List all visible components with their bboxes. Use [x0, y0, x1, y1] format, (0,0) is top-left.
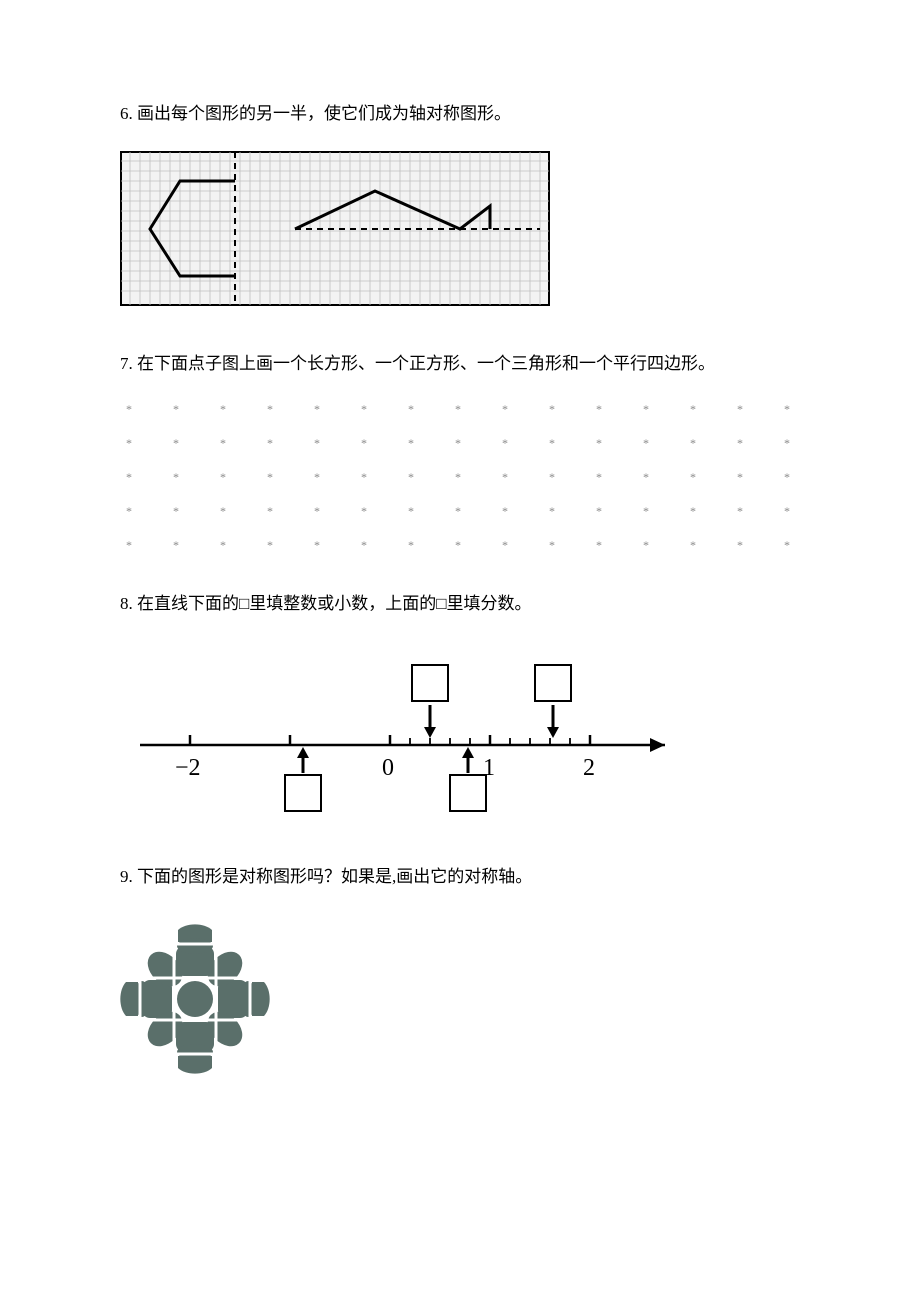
dot: *: [549, 406, 555, 412]
dot: *: [173, 542, 179, 548]
dot: *: [220, 508, 226, 514]
dot: *: [408, 508, 414, 514]
dot: *: [455, 508, 461, 514]
dot: *: [596, 406, 602, 412]
dot: *: [408, 474, 414, 480]
dot: *: [408, 440, 414, 446]
dot: *: [690, 542, 696, 548]
dot: *: [173, 474, 179, 480]
dot: *: [220, 406, 226, 412]
dot: *: [314, 508, 320, 514]
label-neg2: −2: [175, 755, 201, 781]
q8-figure: −2 0 1 2: [120, 645, 800, 823]
dot: *: [549, 508, 555, 514]
dot: *: [784, 406, 790, 412]
dot-row: * * * * * * * * * * * * * * *: [126, 508, 800, 514]
q6-text: 6. 画出每个图形的另一半，使它们成为轴对称图形。: [120, 100, 800, 127]
dot: *: [408, 406, 414, 412]
dot: *: [361, 406, 367, 412]
dot: *: [643, 542, 649, 548]
dot: *: [502, 508, 508, 514]
dot: *: [173, 406, 179, 412]
dot: *: [408, 542, 414, 548]
dot: *: [314, 542, 320, 548]
dot: *: [737, 406, 743, 412]
dot: *: [784, 508, 790, 514]
dot: *: [314, 406, 320, 412]
dot: *: [220, 542, 226, 548]
dot: *: [784, 542, 790, 548]
dot: *: [267, 406, 273, 412]
dot: *: [737, 474, 743, 480]
dot: *: [596, 508, 602, 514]
dot: *: [784, 474, 790, 480]
dot: *: [455, 542, 461, 548]
dot-row: * * * * * * * * * * * * * * *: [126, 440, 800, 446]
dot: *: [126, 440, 132, 446]
dot: *: [267, 440, 273, 446]
dot-row: * * * * * * * * * * * * * * *: [126, 406, 800, 412]
dot: *: [126, 508, 132, 514]
q7-dot-grid: ****************************************…: [120, 406, 800, 548]
dot: *: [314, 474, 320, 480]
dot: *: [643, 474, 649, 480]
dot: *: [643, 406, 649, 412]
dot: *: [784, 440, 790, 446]
dot: *: [126, 474, 132, 480]
dot: *: [267, 474, 273, 480]
dot: *: [361, 508, 367, 514]
dot: *: [220, 440, 226, 446]
dot: *: [690, 406, 696, 412]
dot: *: [690, 440, 696, 446]
dot: *: [502, 440, 508, 446]
dot: *: [455, 406, 461, 412]
q9-text: 9. 下面的图形是对称图形吗？如果是,画出它的对称轴。: [120, 863, 800, 890]
dot: *: [455, 440, 461, 446]
dot: *: [126, 542, 132, 548]
label-0: 0: [382, 755, 394, 781]
dot: *: [596, 542, 602, 548]
dot: *: [267, 508, 273, 514]
dot: *: [502, 542, 508, 548]
dot: *: [596, 474, 602, 480]
dot: *: [173, 440, 179, 446]
dot: *: [549, 440, 555, 446]
dot: *: [737, 542, 743, 548]
q9-figure: [120, 924, 800, 1082]
dot: *: [267, 542, 273, 548]
dot: *: [361, 474, 367, 480]
label-1: 1: [483, 755, 495, 781]
dot: *: [314, 440, 320, 446]
dot: *: [361, 440, 367, 446]
dot: *: [690, 474, 696, 480]
dot: *: [220, 474, 226, 480]
dot-row: * * * * * * * * * * * * * * *: [126, 474, 800, 480]
dot: *: [549, 474, 555, 480]
q7-text: 7. 在下面点子图上画一个长方形、一个正方形、一个三角形和一个平行四边形。: [120, 350, 800, 377]
q8-text: 8. 在直线下面的□里填整数或小数，上面的□里填分数。: [120, 590, 800, 617]
dot: *: [737, 440, 743, 446]
dot: *: [737, 508, 743, 514]
dot: *: [455, 474, 461, 480]
dot: *: [173, 508, 179, 514]
q6-figure: [120, 151, 800, 314]
dot: *: [643, 508, 649, 514]
dot: *: [126, 406, 132, 412]
dot-row: * * * * * * * * * * * * * * *: [126, 542, 800, 548]
dot: *: [502, 406, 508, 412]
dot: *: [549, 542, 555, 548]
label-2: 2: [583, 755, 595, 781]
dot: *: [361, 542, 367, 548]
dot: *: [643, 440, 649, 446]
dot: *: [502, 474, 508, 480]
dot: *: [596, 440, 602, 446]
dot: *: [690, 508, 696, 514]
